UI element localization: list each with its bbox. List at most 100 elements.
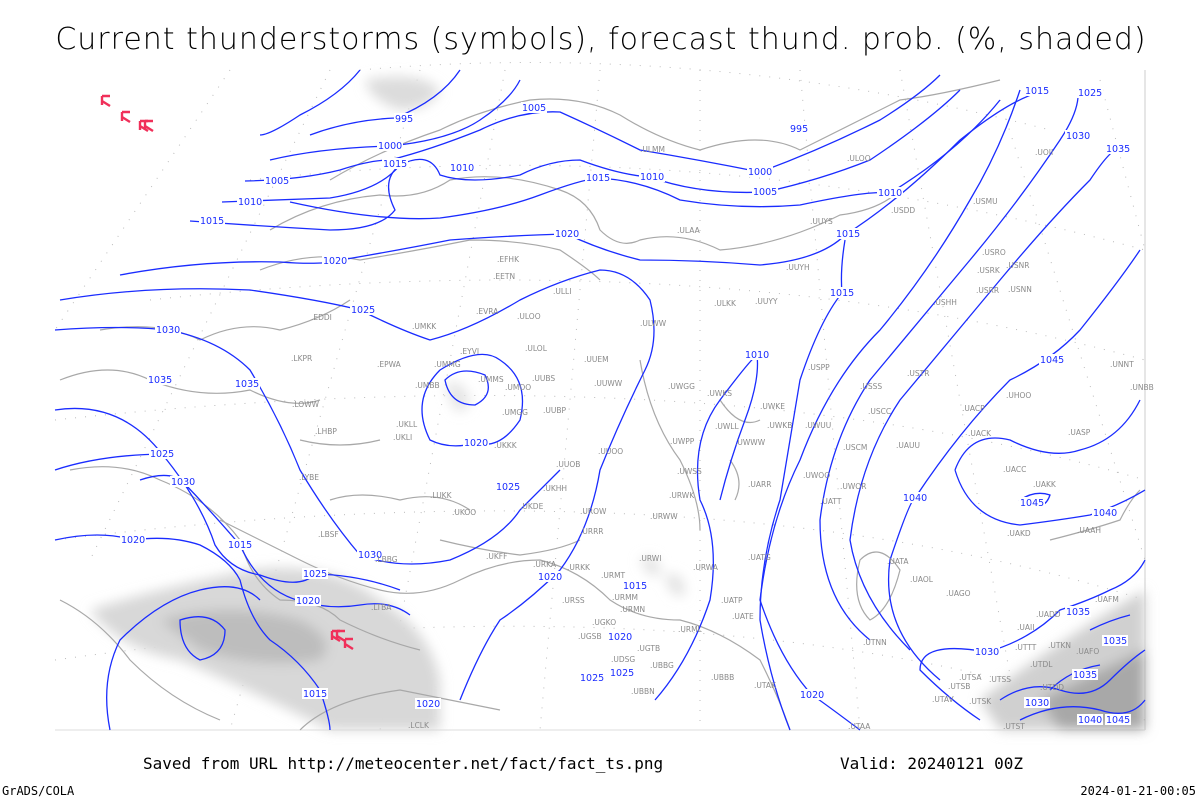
- station-label: .UATA: [887, 557, 909, 566]
- isobar-label: 1015: [303, 689, 327, 700]
- station-label: .UWUU: [805, 421, 831, 430]
- isobar-label: 1025: [580, 673, 604, 684]
- isobar-label-background: [350, 304, 376, 315]
- station-label: .URKK: [567, 563, 591, 572]
- station-label: .URRR: [580, 527, 604, 536]
- station-label: .EETN: [493, 272, 515, 281]
- station-labels: .EFHK .EETN .ULLI .EVRA .ULOO .EDDI .UMKK .ULOL…: [291, 145, 1154, 731]
- station-label: .USRO: [982, 248, 1006, 257]
- station-label: .UUEM: [584, 355, 609, 364]
- station-label: .LBSF: [318, 530, 339, 539]
- station-label: .UMMS: [478, 375, 504, 384]
- isobar-label-background: [789, 123, 809, 134]
- station-label: .UNBB: [1130, 383, 1154, 392]
- station-label: .ULKK: [714, 299, 737, 308]
- isobar-label: 1030: [1066, 131, 1090, 142]
- isobar-label: 1020: [555, 229, 579, 240]
- station-label: .UKOO: [452, 508, 476, 517]
- isobar-label-background: [377, 140, 403, 151]
- station-label: .UKHH: [543, 484, 567, 493]
- station-label: .URMT: [601, 571, 626, 580]
- station-label: .UWKB: [767, 421, 792, 430]
- station-label: .UTAV: [932, 695, 955, 704]
- station-label: .UUWW: [594, 379, 623, 388]
- station-label: .ULLI: [553, 287, 571, 296]
- software-credit: GrADS/COLA: [2, 784, 75, 798]
- isobar-label: 1020: [538, 572, 562, 583]
- isobar-label-background: [1024, 697, 1050, 708]
- isobar-label-background: [799, 689, 825, 700]
- isobar-label: 1005: [753, 187, 777, 198]
- isobar-label-background: [357, 549, 383, 560]
- station-label: .UTAA: [848, 722, 871, 731]
- station-label: .UAII: [1017, 623, 1034, 632]
- isobar-label: 1030: [975, 647, 999, 658]
- isobar-label: 1010: [640, 172, 664, 183]
- isobar-label: 1035: [235, 379, 259, 390]
- isobar-label-background: [835, 228, 861, 239]
- isobar-label-background: [495, 481, 521, 492]
- isobar-label-background: [622, 580, 648, 591]
- thunderstorm-symbol-icon: [138, 119, 154, 133]
- station-label: .ULMM: [640, 145, 665, 154]
- station-label: .UMOO: [505, 383, 531, 392]
- station-label: .USSS: [860, 382, 882, 391]
- isobar-label-background: [415, 698, 441, 709]
- isobar-label-background: [149, 448, 175, 459]
- station-label: .URWA: [693, 563, 719, 572]
- isobar-label: 1020: [296, 596, 320, 607]
- station-label: .UARR: [748, 480, 771, 489]
- isobar-label: 1015: [586, 173, 610, 184]
- station-label: .LYBE: [299, 473, 319, 482]
- isobar-label-background: [155, 324, 181, 335]
- isobar-label: 1030: [1025, 698, 1049, 709]
- station-label: .UAGO: [946, 589, 971, 598]
- station-label: .UATE: [732, 612, 754, 621]
- thunderstorm-symbol-icon: [100, 94, 111, 108]
- station-label: .UTKN: [1048, 641, 1071, 650]
- station-label: .UUYS: [810, 217, 833, 226]
- station-label: .UTSA: [959, 673, 982, 682]
- station-label: .UMMG: [434, 360, 461, 369]
- isobar-label: 1025: [351, 305, 375, 316]
- station-label: .UWGG: [668, 382, 695, 391]
- isobar-label: 1020: [121, 535, 145, 546]
- isobar-label: 1005: [265, 176, 289, 187]
- isobar-label: 1015: [830, 288, 854, 299]
- isobar-label-background: [449, 162, 475, 173]
- station-label: .LBBG: [375, 555, 398, 564]
- isobar-label: 1040: [903, 493, 927, 504]
- isobar-label-background: [902, 492, 928, 503]
- station-label: .UTST: [1003, 722, 1025, 731]
- station-label: .UUBS: [532, 374, 555, 383]
- station-label: .UATT: [820, 497, 842, 506]
- station-label: .URSS: [562, 596, 585, 605]
- isobar-label-background: [609, 667, 635, 678]
- isobar-label-background: [747, 166, 773, 177]
- station-label: .EYVI: [460, 347, 479, 356]
- station-label: .UGTB: [637, 644, 660, 653]
- isobar-label-background: [147, 374, 173, 385]
- station-label: .USNN: [1008, 285, 1032, 294]
- isobar-label: 1000: [378, 141, 402, 152]
- isobar-label-background: [1065, 130, 1091, 141]
- isobar-label: 1030: [358, 550, 382, 561]
- station-label: .URMN: [620, 605, 645, 614]
- station-label: .LTBA: [371, 603, 392, 612]
- station-label: .UOII: [1035, 148, 1053, 157]
- station-label: .UUYH: [786, 263, 810, 272]
- isobar-label: 1025: [496, 482, 520, 493]
- station-label: .UWOO: [803, 471, 830, 480]
- isobar-label: 1045: [1106, 715, 1130, 726]
- station-label: .UUOB: [556, 460, 580, 469]
- station-label: .USCC: [868, 407, 891, 416]
- isobar-label-background: [1019, 497, 1045, 508]
- station-label: .UKDE: [520, 502, 544, 511]
- isobar-label: 1020: [416, 699, 440, 710]
- isobar-label: 1035: [148, 375, 172, 386]
- station-label: .UWKE: [760, 402, 785, 411]
- isobar-label-background: [394, 113, 414, 124]
- station-label: .UMKK: [412, 322, 437, 331]
- station-label: .ULOL: [525, 344, 548, 353]
